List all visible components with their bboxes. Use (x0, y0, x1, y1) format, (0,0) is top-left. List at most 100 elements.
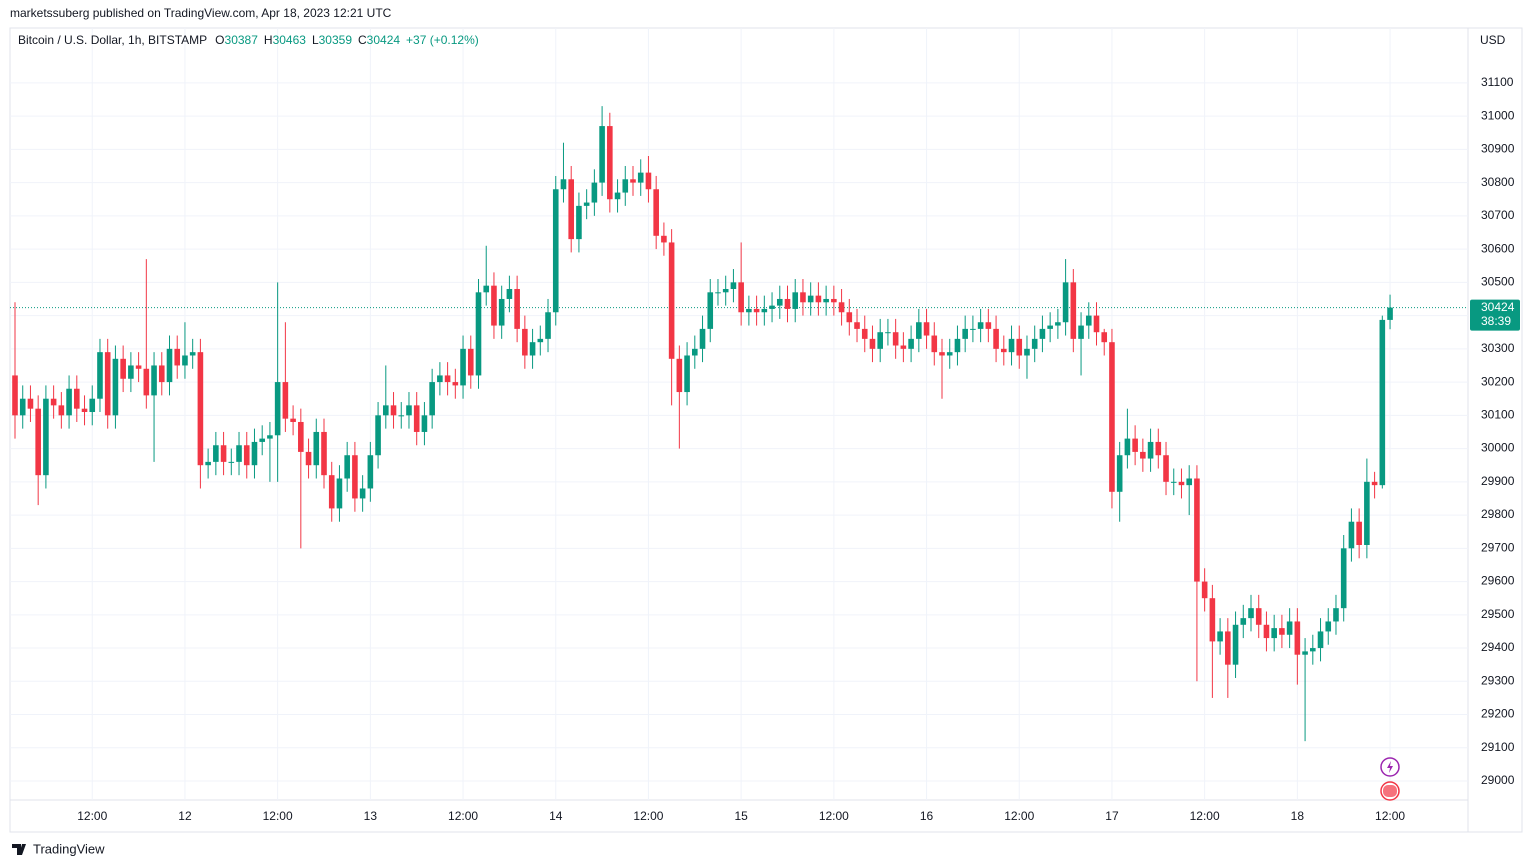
candle-body (89, 398, 96, 413)
flag (1383, 785, 1397, 797)
candle-body (151, 365, 157, 396)
candle-body (1132, 438, 1138, 452)
candle-body (81, 408, 88, 413)
candle-body (35, 408, 41, 476)
candle-body (298, 421, 304, 452)
candle-body (1039, 328, 1046, 339)
ohlc-value: 30359 (319, 33, 353, 47)
candle-body (1170, 481, 1177, 483)
candle-body (1163, 455, 1169, 482)
y-tick-label: 30200 (1481, 374, 1515, 388)
candle-body (197, 352, 204, 466)
candle-body (328, 475, 335, 509)
candle-body (1178, 481, 1185, 486)
chart-frame (9, 27, 1523, 833)
grid (10, 28, 1468, 800)
candle-body (1024, 348, 1030, 356)
candle-body (236, 445, 242, 462)
candle-body (467, 348, 474, 376)
candle-body (1310, 648, 1316, 652)
candle-body (189, 352, 196, 356)
candle-body (560, 179, 567, 190)
candle-body (823, 298, 829, 303)
ohlc-label: H (264, 33, 273, 47)
candle-body (699, 328, 706, 349)
candle-body (522, 328, 528, 356)
candle-body (213, 445, 219, 462)
candle-body (1031, 338, 1038, 349)
candle-body (1016, 338, 1023, 356)
y-tick-label: 30900 (1481, 142, 1515, 156)
y-tick-label: 29500 (1481, 607, 1515, 621)
candle-body (861, 328, 868, 339)
candle-body (429, 382, 435, 416)
ohlc-value: 30463 (273, 33, 307, 47)
candle-body (630, 179, 636, 183)
logo-mark (12, 844, 26, 855)
candle-body (1140, 451, 1146, 459)
candle-body (444, 375, 451, 383)
y-tick-label: 29900 (1481, 474, 1515, 488)
candle-body (359, 488, 366, 499)
candle-body (1201, 581, 1208, 599)
candle-body (1325, 621, 1332, 632)
candle-body (676, 358, 683, 393)
candle-body (1364, 481, 1370, 545)
currency: USD (1480, 33, 1506, 47)
candle-body (352, 455, 358, 499)
y-tick-label: 29700 (1481, 540, 1515, 554)
y-tick-label: 30000 (1481, 441, 1515, 455)
candle-body (545, 312, 551, 339)
candle-body (506, 288, 513, 299)
candle-body (1294, 621, 1301, 655)
candle-body (27, 398, 34, 409)
candle-body (514, 288, 520, 329)
y-tick-label: 30500 (1481, 275, 1515, 289)
x-tick-label: 12:00 (1190, 809, 1220, 823)
candle-body (1225, 631, 1231, 665)
ohlc-label: O (215, 33, 224, 47)
candle-body (946, 352, 953, 356)
x-tick-label: 15 (734, 809, 748, 823)
legend: Bitcoin / U.S. Dollar, 1h, BITSTAMP O3038… (18, 33, 479, 47)
candle-body (869, 338, 876, 349)
candle-body (243, 445, 250, 466)
candle-body (135, 365, 142, 369)
candle-body (1047, 325, 1053, 329)
candle-body (715, 292, 721, 294)
candle-body (916, 322, 922, 339)
candle-body (475, 292, 482, 376)
candle-body (413, 405, 420, 432)
candle-body (892, 332, 899, 346)
ohlc-value: 30424 (367, 33, 401, 47)
candle-body (1240, 618, 1247, 625)
candle-body (43, 398, 49, 476)
candle-body (174, 348, 181, 366)
y-tick-label: 29100 (1481, 740, 1515, 754)
candle-body (761, 308, 768, 313)
x-tick-label: 12:00 (263, 809, 293, 823)
candle-body (607, 126, 613, 200)
candle-body (776, 298, 783, 306)
candle-body (722, 288, 729, 293)
candle-body (800, 292, 806, 303)
candle-body (738, 282, 744, 313)
current-price-label: 30424 (1481, 300, 1515, 314)
candle-body (1116, 455, 1123, 492)
candle-body (321, 431, 327, 476)
footer-brand: TradingView (33, 841, 105, 856)
candle-body (692, 348, 698, 356)
y-tick-label: 29200 (1481, 707, 1515, 721)
candle-body (576, 205, 582, 240)
candle-body (1340, 548, 1347, 609)
candle-body (50, 398, 57, 406)
candle-body (336, 478, 343, 509)
candle-body (1001, 348, 1007, 353)
candle-body (846, 312, 853, 323)
y-tick-label: 30100 (1481, 408, 1515, 422)
candle-body (769, 305, 775, 309)
candle-body (128, 365, 134, 379)
candle-body (112, 358, 119, 416)
publish-info: marketssuberg published on TradingView.c… (10, 6, 392, 20)
